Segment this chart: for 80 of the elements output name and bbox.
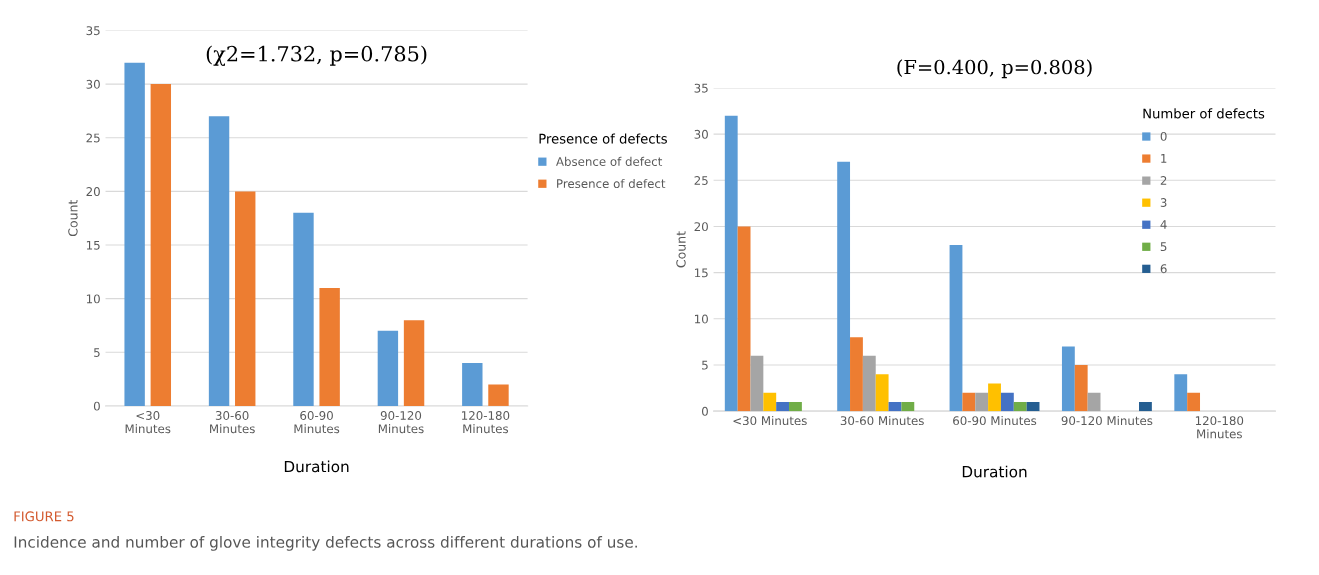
y-tick-label: 10 xyxy=(86,294,100,304)
caption: FIGURE 5 xyxy=(14,511,74,522)
y-tick-label: 25 xyxy=(694,176,708,185)
bar xyxy=(837,161,851,412)
bar xyxy=(1013,401,1027,412)
y-tick-label: 15 xyxy=(86,240,100,250)
bar xyxy=(975,392,989,412)
y-tick-label: 20 xyxy=(694,222,708,232)
y-tick-label: 30 xyxy=(694,129,708,139)
bar xyxy=(888,401,902,412)
x-tick-label: 60-90 Minutes xyxy=(294,411,340,434)
bar xyxy=(724,115,738,412)
bar xyxy=(763,392,777,412)
x-tick-label: 30-60 Minutes xyxy=(840,415,924,426)
x-tick-label: <30 Minutes xyxy=(733,415,807,426)
bar xyxy=(1074,364,1088,412)
legend-label: 5 xyxy=(1160,242,1167,252)
legend-label: 4 xyxy=(1160,220,1167,229)
x-tick-label: 90-120 Minutes xyxy=(1061,415,1153,426)
bar xyxy=(962,392,976,412)
x-axis-title: Duration xyxy=(962,465,1027,478)
bar xyxy=(988,383,1001,412)
legend-label: Presence of defect xyxy=(557,178,666,189)
y-tick-label: 5 xyxy=(94,348,100,357)
x-tick-label: 90-120 Minutes xyxy=(378,411,424,434)
legend-label: Absence of defect xyxy=(556,156,663,166)
x-axis-title: Duration xyxy=(284,460,349,473)
bar xyxy=(1139,401,1152,412)
x-tick-label: <30 Minutes xyxy=(125,411,171,434)
bar xyxy=(319,287,340,406)
bar xyxy=(1187,392,1201,412)
x-tick-label: 120-180 Minutes xyxy=(1195,416,1244,439)
y-tick-label: 0 xyxy=(93,401,100,411)
text: (χ2=1.732, p=0.785) xyxy=(206,45,427,66)
bar xyxy=(293,212,314,406)
bar xyxy=(850,337,863,412)
bar xyxy=(862,355,876,412)
bar xyxy=(377,330,399,406)
legend-label: 6 xyxy=(1160,264,1167,274)
y-tick-label: 10 xyxy=(694,314,708,324)
bar xyxy=(488,384,509,406)
legend-label: 3 xyxy=(1160,198,1167,207)
x-tick-label: 120-180 Minutes xyxy=(462,411,510,434)
bar xyxy=(750,355,764,412)
bar xyxy=(901,401,915,412)
y-axis-title: Count xyxy=(68,199,78,237)
bar xyxy=(776,401,790,412)
y-tick-label: 30 xyxy=(86,79,100,89)
bar xyxy=(1000,392,1014,412)
bar xyxy=(949,244,963,412)
y-tick-label: 35 xyxy=(694,83,708,93)
y-tick-label: 5 xyxy=(702,360,708,370)
bar xyxy=(235,191,256,406)
text: Incidence and number of glove integrity defects across different durations of use. xyxy=(14,535,637,551)
legend-label: 0 xyxy=(1160,131,1167,141)
bar xyxy=(403,320,425,406)
bar xyxy=(1174,374,1188,412)
legend-title: Number of defects xyxy=(1143,108,1265,119)
y-tick-label: 15 xyxy=(694,268,708,278)
bar xyxy=(208,116,230,406)
legend-label: 1 xyxy=(1161,154,1167,163)
legend-title: Presence of defects xyxy=(539,133,667,144)
bar xyxy=(124,62,145,406)
y-tick-label: 25 xyxy=(86,133,100,143)
bar xyxy=(1026,401,1040,412)
bar xyxy=(1061,346,1075,412)
bar xyxy=(462,363,483,406)
bar xyxy=(1087,392,1101,412)
bar xyxy=(150,84,172,406)
chart-title: (F=0.400, p=0.808) xyxy=(897,59,1092,79)
legend-label: 2 xyxy=(1160,176,1167,185)
bar xyxy=(789,401,802,412)
x-tick-label: 60-90 Minutes xyxy=(953,415,1037,426)
x-tick-label: 30-60 Minutes xyxy=(210,411,255,434)
y-axis-title: Count xyxy=(676,231,686,268)
y-tick-label: 35 xyxy=(86,26,100,36)
bar xyxy=(875,374,889,412)
y-tick-label: 20 xyxy=(86,187,100,197)
bar xyxy=(737,226,751,412)
y-tick-label: 0 xyxy=(701,406,708,416)
